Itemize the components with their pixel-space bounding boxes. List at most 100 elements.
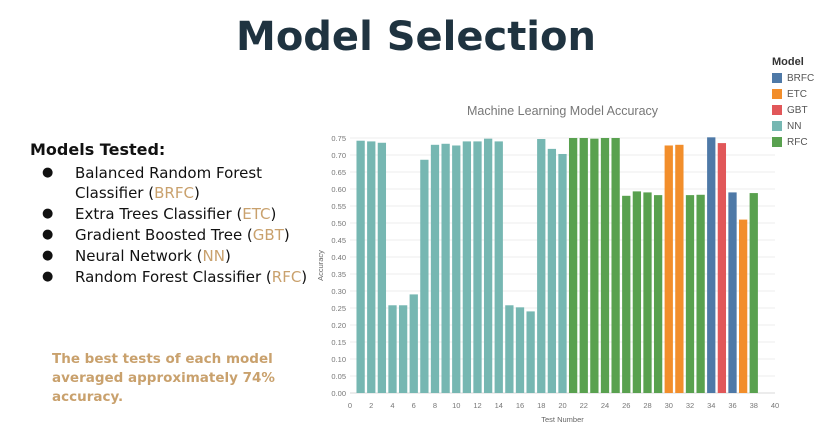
bullet-icon: ● [42, 269, 54, 284]
x-tick-label: 22 [580, 401, 588, 410]
models-list: ● Balanced Random Forest Classifier (BRFC… [30, 163, 330, 287]
y-tick-label: 0.20 [331, 321, 346, 330]
y-tick-label: 0.75 [331, 134, 346, 143]
x-tick-label: 8 [433, 401, 437, 410]
bar-nn [409, 294, 418, 393]
accuracy-bar-chart: Machine Learning Model Accuracy 0.00 0.05 0… [316, 104, 779, 424]
legend-item-rfc: RFC [772, 134, 814, 150]
bar-rfc [622, 195, 631, 393]
x-tick-label: 34 [707, 401, 715, 410]
bar-rfc [590, 138, 599, 393]
legend-swatch [772, 73, 782, 83]
bar-nn [505, 305, 514, 393]
x-tick-label: 26 [622, 401, 630, 410]
bullet-icon: ● [42, 206, 54, 221]
y-tick-label: 0.05 [331, 372, 346, 381]
x-tick-label: 10 [452, 401, 460, 410]
y-tick-label: 0.40 [331, 253, 346, 262]
x-tick-label: 28 [643, 401, 651, 410]
legend-swatch [772, 89, 782, 99]
legend-item-etc: ETC [772, 86, 814, 102]
models-heading: Models Tested: [30, 140, 166, 159]
bar-nn [473, 141, 482, 393]
bar-rfc [579, 138, 588, 393]
bar-nn [430, 144, 440, 393]
legend: Model BRFC ETC GBT NN RFC [772, 56, 814, 150]
y-tick-label: 0.70 [331, 151, 346, 160]
bar-etc [675, 144, 684, 393]
x-tick-label: 2 [369, 401, 373, 410]
y-tick-label: 0.15 [331, 338, 346, 347]
y-tick-label: 0.50 [331, 219, 346, 228]
list-item: ● Balanced Random Forest Classifier (BRFC… [42, 164, 263, 202]
x-axis-label: Test Number [541, 415, 584, 424]
y-axis-label: Accuracy [316, 250, 325, 281]
y-tick-label: 0.25 [331, 304, 346, 313]
bar-nn [452, 145, 461, 393]
x-tick-label: 30 [665, 401, 673, 410]
legend-title: Model [772, 56, 804, 68]
x-tick-label: 36 [728, 401, 736, 410]
bullet-icon: ● [42, 248, 54, 263]
bar-nn [356, 140, 365, 393]
x-tick-label: 6 [412, 401, 416, 410]
y-tick-label: 0.30 [331, 287, 346, 296]
x-tick-label: 4 [390, 401, 394, 410]
bar-rfc [632, 191, 642, 393]
bar-nn [462, 141, 472, 393]
legend-label: BRFC [787, 72, 815, 84]
x-tick-label: 18 [537, 401, 545, 410]
x-tick-label: 32 [686, 401, 694, 410]
bar-nn [388, 305, 397, 393]
legend-label: NN [787, 120, 802, 132]
bar-etc [664, 145, 673, 393]
bar-rfc [568, 138, 578, 393]
bar-nn [515, 307, 525, 393]
page-title: Model Selection [236, 14, 596, 60]
bar-brfc [707, 137, 716, 393]
bar-rfc [653, 195, 663, 393]
legend-swatch [772, 121, 782, 131]
x-tick-label: 20 [558, 401, 566, 410]
list-item: ● Neural Network (NN) [42, 247, 231, 265]
chart-title: Machine Learning Model Accuracy [467, 104, 659, 118]
bar-etc [738, 219, 748, 393]
bar-rfc [643, 192, 652, 393]
list-item: ● Extra Trees Classifier (ETC) [42, 205, 277, 223]
x-tick-label: 14 [495, 401, 503, 410]
x-tick-label: 16 [516, 401, 524, 410]
bar-rfc [600, 138, 610, 393]
bar-nn [494, 141, 503, 393]
legend-item-nn: NN [772, 118, 814, 134]
y-tick-label: 0.45 [331, 236, 346, 245]
models-tested-section: Models Tested: ● Balanced Random Forest C… [30, 140, 330, 288]
y-tick-label: 0.10 [331, 355, 346, 364]
y-tick-label: 0.00 [331, 389, 346, 398]
bar-rfc [749, 193, 758, 393]
bar-nn [537, 139, 546, 393]
x-tick-label: 40 [771, 401, 779, 410]
y-tick-label: 0.65 [331, 168, 346, 177]
legend-swatch [772, 137, 782, 147]
bar-nn [547, 148, 557, 393]
legend-item-brfc: BRFC [772, 70, 814, 86]
bar-nn [483, 138, 493, 393]
x-tick-label: 0 [348, 401, 352, 410]
bar-nn [558, 153, 567, 393]
bar-nn [398, 305, 408, 393]
bar-rfc [696, 194, 705, 393]
bar-nn [367, 141, 376, 393]
list-item: ● Gradient Boosted Tree (GBT) [42, 226, 290, 244]
bar-nn [420, 159, 429, 393]
legend-label: ETC [787, 88, 807, 100]
y-tick-label: 0.55 [331, 202, 346, 211]
summary-text: The best tests of each model averaged ap… [52, 351, 275, 405]
x-tick-label: 38 [750, 401, 758, 410]
x-tick-label: 24 [601, 401, 609, 410]
y-tick-label: 0.60 [331, 185, 346, 194]
bullet-icon: ● [42, 227, 54, 242]
legend-label: GBT [787, 104, 808, 116]
y-tick-label: 0.35 [331, 270, 346, 279]
legend-item-gbt: GBT [772, 102, 814, 118]
list-item: ● Random Forest Classifier (RFC) [42, 268, 308, 286]
